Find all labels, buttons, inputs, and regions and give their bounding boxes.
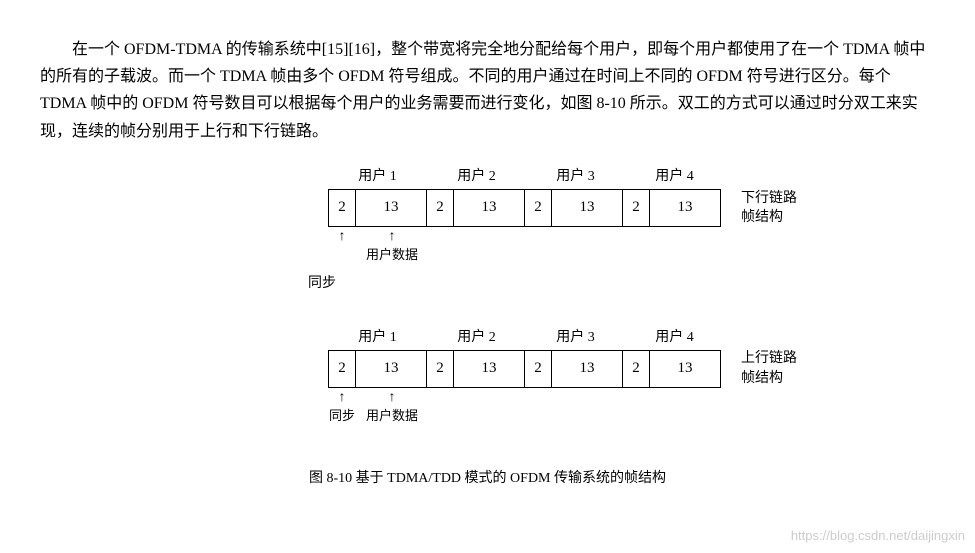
side-label-line: 帧结构: [741, 369, 797, 389]
sync-cell: 2: [524, 189, 552, 227]
body-paragraph: 在一个 OFDM-TDMA 的传输系统中[15][16]，整个带宽将完全地分配给…: [40, 36, 935, 145]
data-arrow: ↑用户数据: [356, 230, 428, 266]
user-header: 用户 1: [328, 165, 427, 189]
downlink-side-label: 下行链路 帧结构: [741, 189, 797, 228]
sync-cell: 2: [622, 350, 650, 388]
sync-arrow: ↑同步: [328, 391, 356, 427]
data-cell: 13: [453, 189, 525, 227]
downlink-frame: 用户 1用户 2用户 3用户 4 213213213213 下行链路 帧结构 ↑…: [178, 165, 797, 296]
data-cell: 13: [355, 189, 427, 227]
sync-arrow: ↑: [328, 230, 356, 266]
side-label-line: 上行链路: [741, 349, 797, 369]
data-arrow: ↑用户数据: [356, 391, 428, 427]
side-label-line: 下行链路: [741, 189, 797, 209]
user-header: 用户 3: [526, 326, 625, 350]
sync-label: 同步: [308, 272, 336, 296]
sync-cell: 2: [426, 189, 454, 227]
data-cell: 13: [649, 350, 721, 388]
figure-8-10: 用户 1用户 2用户 3用户 4 213213213213 下行链路 帧结构 ↑…: [40, 165, 935, 491]
sync-cell: 2: [426, 350, 454, 388]
figure-caption: 图 8-10 基于 TDMA/TDD 模式的 OFDM 传输系统的帧结构: [309, 467, 666, 491]
data-cell: 13: [551, 350, 623, 388]
user-header: 用户 4: [625, 326, 724, 350]
sync-cell: 2: [328, 350, 356, 388]
user-header: 用户 3: [526, 165, 625, 189]
data-cell: 13: [551, 189, 623, 227]
user-header: 用户 1: [328, 326, 427, 350]
data-cell: 13: [453, 350, 525, 388]
uplink-side-label: 上行链路 帧结构: [741, 349, 797, 388]
sync-cell: 2: [524, 350, 552, 388]
sync-cell: 2: [622, 189, 650, 227]
data-cell: 13: [355, 350, 427, 388]
user-header: 用户 2: [427, 165, 526, 189]
data-cell: 13: [649, 189, 721, 227]
side-label-line: 帧结构: [741, 208, 797, 228]
watermark: https://blog.csdn.net/daijingxin: [791, 525, 965, 547]
sync-cell: 2: [328, 189, 356, 227]
user-header: 用户 2: [427, 326, 526, 350]
uplink-frame: 用户 1用户 2用户 3用户 4 213213213213 上行链路 帧结构 ↑…: [178, 326, 797, 427]
user-header: 用户 4: [625, 165, 724, 189]
